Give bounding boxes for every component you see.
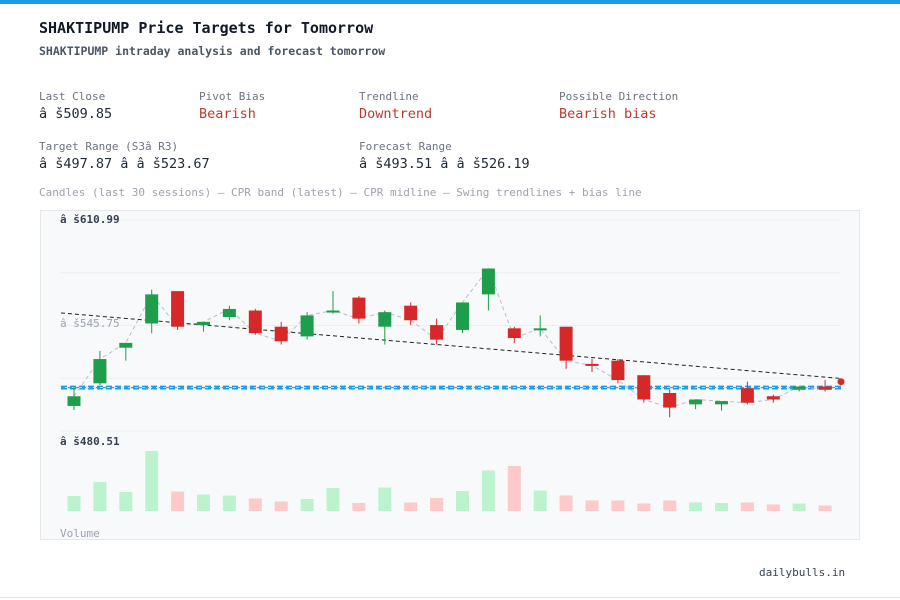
volume-bar xyxy=(715,503,728,511)
candle-body xyxy=(93,359,107,384)
volume-bar xyxy=(274,501,288,511)
page-subtitle: SHAKTIPUMP intraday analysis and forecas… xyxy=(39,44,386,58)
volume-bar xyxy=(119,492,133,511)
candle-body xyxy=(274,326,288,342)
volume-bar xyxy=(818,505,832,511)
volume-bar xyxy=(740,502,754,511)
volume-bar xyxy=(248,498,262,511)
metric-label: Pivot Bias xyxy=(199,90,266,103)
candle-body xyxy=(766,396,780,400)
footer-brand: dailybulls.in xyxy=(759,566,846,579)
volume-bar xyxy=(67,496,81,511)
volume-bar xyxy=(378,487,392,511)
candle-body xyxy=(326,310,340,313)
candle-body xyxy=(533,328,547,331)
metric-label: Trendline xyxy=(359,90,419,103)
bottom-divider xyxy=(0,597,900,598)
candle-body xyxy=(689,399,703,405)
candle-body xyxy=(456,302,469,330)
metric-possible-direction: Possible Direction Bearish bias xyxy=(559,90,678,122)
candle-body xyxy=(222,308,236,318)
top-accent-bar xyxy=(0,0,900,4)
volume-bar xyxy=(611,500,625,511)
metric-value: â š497.87 â â š523.67 xyxy=(39,156,210,172)
volume-label: Volume xyxy=(60,527,100,540)
volume-bar xyxy=(404,502,418,511)
metric-target-range: Target Range (S3â R3) â š497.87 â â š523… xyxy=(39,140,210,172)
volume-bar xyxy=(222,495,236,511)
volume-bar xyxy=(456,491,469,511)
volume-bar xyxy=(585,500,599,511)
chart-legend-text: Candles (last 30 sessions) – CPR band (l… xyxy=(39,186,642,199)
candle-body xyxy=(715,401,728,405)
candle-body xyxy=(792,386,806,390)
metric-pivot-bias: Pivot Bias Bearish xyxy=(199,90,265,122)
candle-body xyxy=(559,326,573,361)
metric-value: Downtrend xyxy=(359,106,433,122)
metric-value: â š509.85 xyxy=(39,106,113,122)
volume-bar xyxy=(430,498,444,511)
bias-marker xyxy=(837,378,845,386)
volume-bar xyxy=(637,503,651,511)
volume-bar xyxy=(197,494,210,511)
candle-body xyxy=(119,342,133,348)
candle-body xyxy=(352,297,366,319)
volume-bar xyxy=(792,503,806,511)
candle-body xyxy=(663,393,677,408)
candle-body xyxy=(430,325,444,340)
metric-value: Bearish bias xyxy=(559,106,657,122)
candle-body xyxy=(637,375,651,400)
metric-label: Last Close xyxy=(39,90,106,103)
volume-bar xyxy=(559,495,573,511)
y-axis-label-bottom: â š480.51 xyxy=(60,435,120,448)
candle-body xyxy=(300,315,314,337)
metric-label: Forecast Range xyxy=(359,140,452,153)
metric-value: â š493.51 â â š526.19 xyxy=(359,156,530,172)
page-title: SHAKTIPUMP Price Targets for Tomorrow xyxy=(39,19,374,37)
candle-body xyxy=(740,388,754,403)
cpr-band xyxy=(61,386,841,389)
metric-last-close: Last Close â š509.85 xyxy=(39,90,112,122)
metric-trendline: Trendline Downtrend xyxy=(359,90,432,122)
candle-body xyxy=(481,268,495,295)
candle-body xyxy=(611,360,625,381)
volume-bar xyxy=(533,490,547,511)
candlestick-chart: â š610.99 â š545.75 â š480.51 Volume xyxy=(60,213,845,540)
metric-label: Target Range (S3â R3) xyxy=(39,140,179,153)
y-axis-label-mid: â š545.75 xyxy=(60,317,120,330)
volume-bar xyxy=(171,491,185,511)
candle-body xyxy=(197,321,210,326)
candle-body xyxy=(404,305,418,321)
volume-bar xyxy=(689,502,703,511)
candle-body xyxy=(171,291,185,327)
y-axis-label-top: â š610.99 xyxy=(60,213,120,226)
volume-bar xyxy=(507,466,521,511)
candle-body xyxy=(145,294,159,324)
volume-bar xyxy=(145,451,159,511)
metric-forecast-range: Forecast Range â š493.51 â â š526.19 xyxy=(359,140,530,172)
candle-body xyxy=(248,310,262,334)
metric-label: Possible Direction xyxy=(559,90,679,103)
volume-bar xyxy=(352,503,366,511)
volume-bar xyxy=(326,488,340,511)
swing-trendline xyxy=(60,312,842,379)
volume-bar xyxy=(766,504,780,511)
metric-value: Bearish xyxy=(199,106,256,122)
volume-bar xyxy=(481,470,495,511)
candle-body xyxy=(818,386,832,390)
chart-container: â š610.99 â š545.75 â š480.51 Volume xyxy=(40,210,860,540)
candle-body xyxy=(507,328,521,339)
candle-body xyxy=(378,312,392,327)
candle-body xyxy=(585,363,599,366)
volume-bar xyxy=(93,482,107,511)
candle-body xyxy=(67,396,81,406)
volume-bar xyxy=(300,499,314,511)
volume-bar xyxy=(663,500,677,511)
